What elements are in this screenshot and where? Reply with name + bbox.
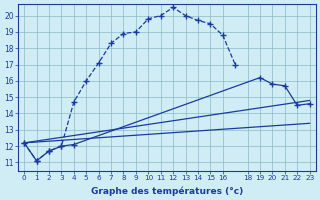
X-axis label: Graphe des températures (°c): Graphe des températures (°c) xyxy=(91,186,243,196)
